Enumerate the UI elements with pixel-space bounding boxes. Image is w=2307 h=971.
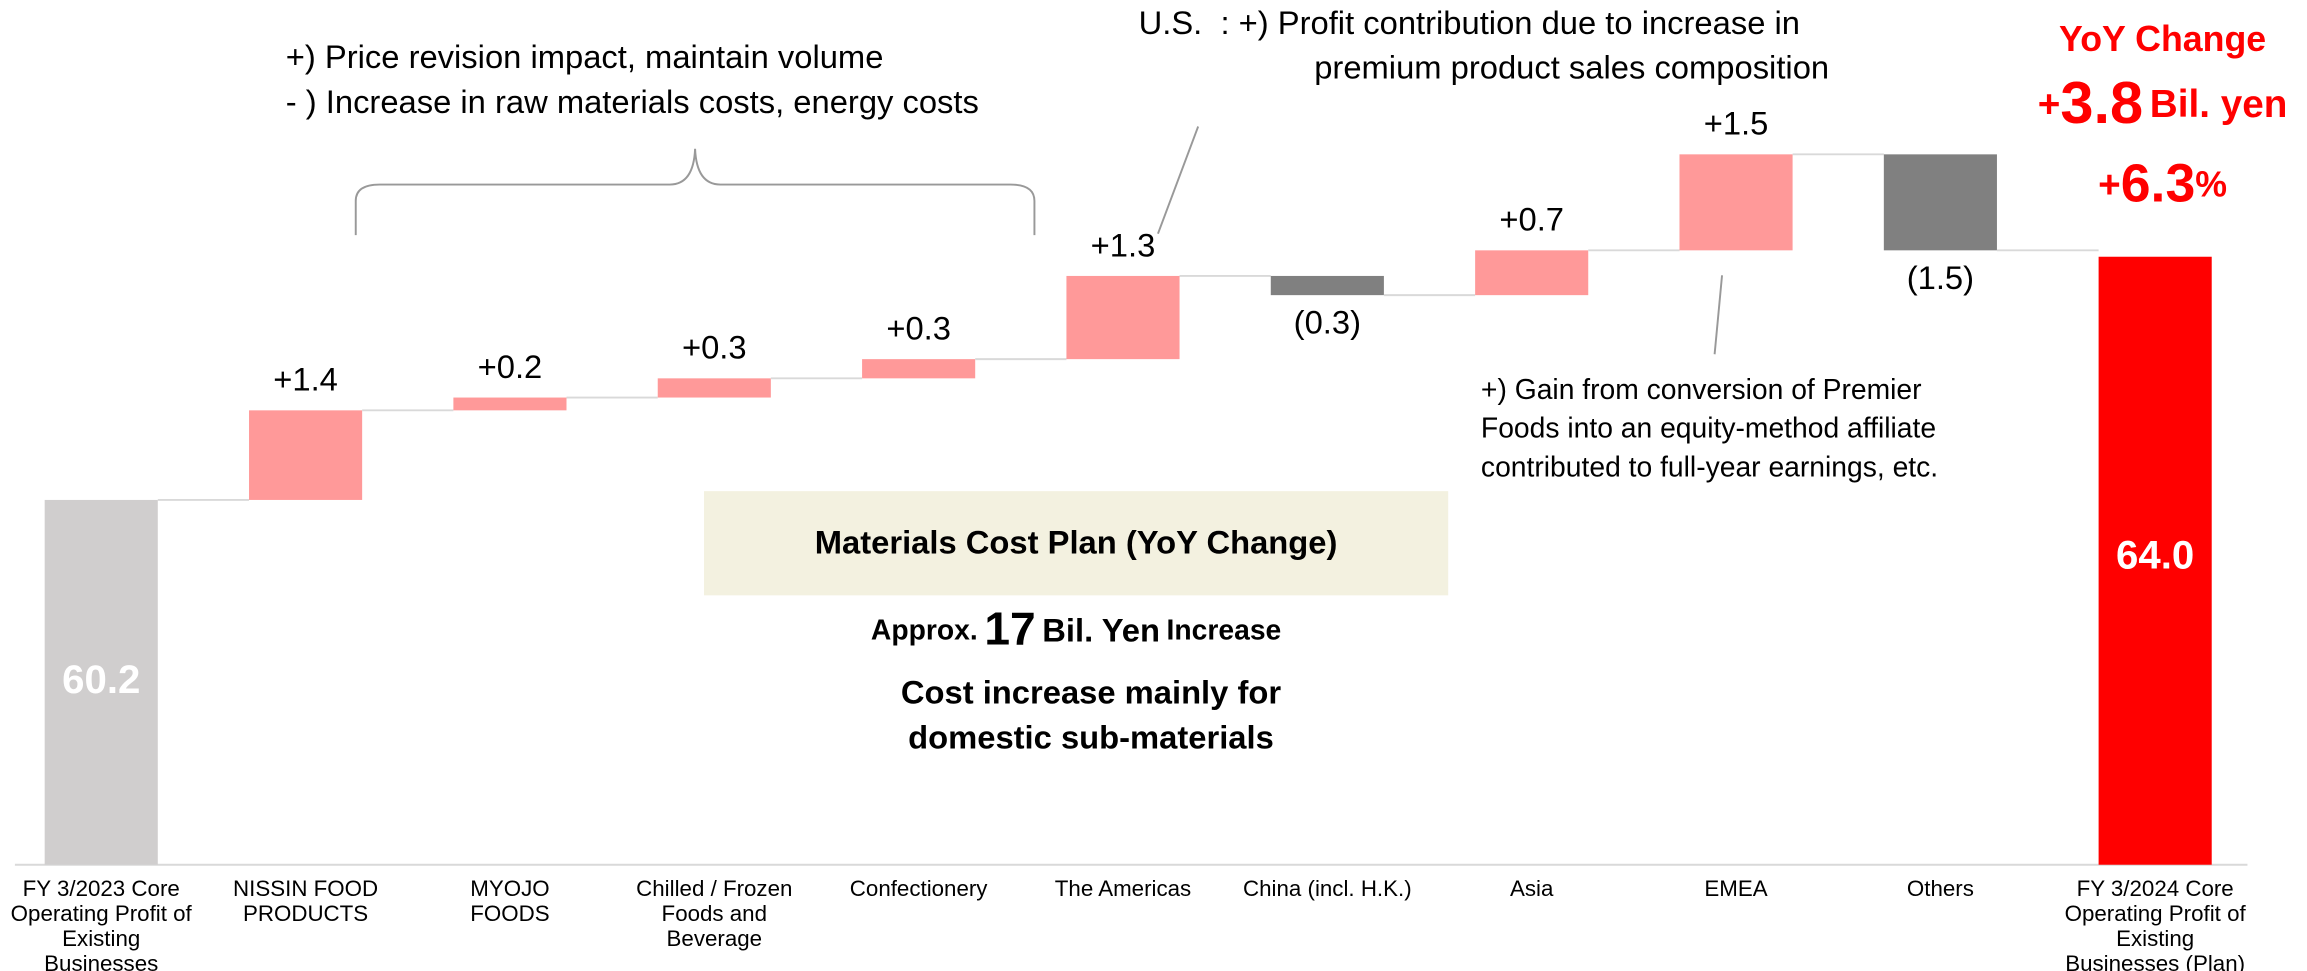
x-tick-label: Others: [1907, 876, 1974, 901]
bar: [249, 410, 363, 500]
label-line: FOODS: [470, 901, 549, 926]
bar: [1679, 154, 1793, 251]
bar: [1475, 250, 1589, 296]
annotation: premium product sales composition: [1314, 49, 1829, 86]
annotation: +) Price revision impact, maintain volum…: [286, 38, 884, 75]
x-tick-label: FY 3/2023 Core Operating Profit of Existin…: [11, 876, 193, 971]
text-part: Bil. Yen: [1042, 611, 1160, 648]
text-part: 6.3: [2121, 154, 2195, 214]
bar: [1270, 275, 1384, 296]
x-tick-label: China (incl. H.K.): [1243, 876, 1412, 901]
label-line: Businesses (Plan): [2065, 951, 2245, 971]
bar: [2098, 256, 2212, 865]
data-label: +0.3: [886, 310, 951, 347]
x-tick-label: Asia: [1510, 876, 1554, 901]
data-label: 64.0: [2116, 532, 2194, 577]
x-tick-label: The Americas: [1055, 876, 1191, 901]
yoy-amount: +3.8 Bil. yen: [2038, 69, 2288, 136]
bracket: [354, 148, 1036, 236]
label-line: MYOJO: [470, 876, 549, 901]
text-part: %: [2195, 165, 2227, 205]
yoy-title: YoY Change: [2059, 19, 2266, 59]
text-part: +: [2098, 164, 2121, 207]
annotation: contributed to full-year earnings, etc.: [1481, 450, 1938, 482]
text-part: Approx.: [871, 614, 978, 646]
annotation: Cost increase mainly for: [901, 674, 1281, 711]
data-label: +0.7: [1499, 201, 1564, 238]
label-line: Chilled / Frozen: [636, 876, 792, 901]
label-line: FY 3/2024 Core: [2077, 876, 2234, 901]
label-line: FY 3/2023 Core: [23, 876, 180, 901]
annotation: +) Gain from conversion of Premier: [1481, 373, 1922, 405]
annotation: U.S. : +) Profit contribution due to inc…: [1139, 4, 1800, 41]
bar: [453, 397, 567, 411]
leader-line: [1157, 126, 1200, 235]
annotation: Foods into an equity-method affiliate: [1481, 412, 1936, 444]
x-tick-label: EMEA: [1704, 876, 1767, 901]
bar: [1066, 275, 1180, 360]
label-line: Foods and: [662, 901, 767, 926]
label-line: PRODUCTS: [243, 901, 368, 926]
annotation: domestic sub-materials: [908, 718, 1274, 755]
x-tick-label: Confectionery: [850, 876, 989, 901]
label-line: Existing: [62, 926, 140, 951]
data-label: +1.3: [1091, 226, 1156, 263]
x-tick-label: Chilled / Frozen Foods and Beverage: [636, 876, 792, 951]
x-tick-label: NISSIN FOOD PRODUCTS: [233, 876, 378, 926]
label-line: Existing: [2116, 926, 2194, 951]
text-part: 17: [984, 603, 1035, 655]
approx-text: Approx. 17 Bil. Yen Increase: [871, 603, 1281, 655]
data-label: (1.5): [1907, 259, 1974, 296]
bar: [44, 499, 158, 865]
label-line: Operating Profit of: [11, 901, 193, 926]
bar: [657, 378, 771, 398]
text-part: +: [2038, 83, 2061, 126]
label-line: NISSIN FOOD: [233, 876, 378, 901]
data-label: (0.3): [1294, 304, 1361, 341]
yoy-percent: +6.3%: [2098, 154, 2227, 214]
text-part: 3.8: [2060, 69, 2143, 136]
label-line: Operating Profit of: [2065, 901, 2247, 926]
data-label: +1.4: [273, 361, 338, 398]
x-tick-label: MYOJO FOODS: [470, 876, 549, 926]
data-label: +0.3: [682, 329, 747, 366]
data-label: +1.5: [1704, 105, 1769, 142]
data-label: 60.2: [62, 657, 140, 702]
x-tick-label: FY 3/2024 Core Operating Profit of Existin…: [2065, 876, 2247, 971]
text-part: Bil. yen: [2150, 83, 2288, 126]
bar: [1883, 154, 1997, 251]
data-label: +0.2: [478, 348, 543, 385]
label-line: Businesses: [44, 951, 158, 971]
box: [704, 491, 1449, 596]
box-title: Materials Cost Plan (YoY Change): [815, 523, 1338, 560]
leader-line: [1713, 275, 1724, 355]
bar: [862, 359, 976, 379]
annotation: - ) Increase in raw materials costs, ene…: [286, 83, 979, 120]
label-line: Beverage: [667, 926, 763, 951]
text-part: Increase: [1167, 614, 1282, 646]
